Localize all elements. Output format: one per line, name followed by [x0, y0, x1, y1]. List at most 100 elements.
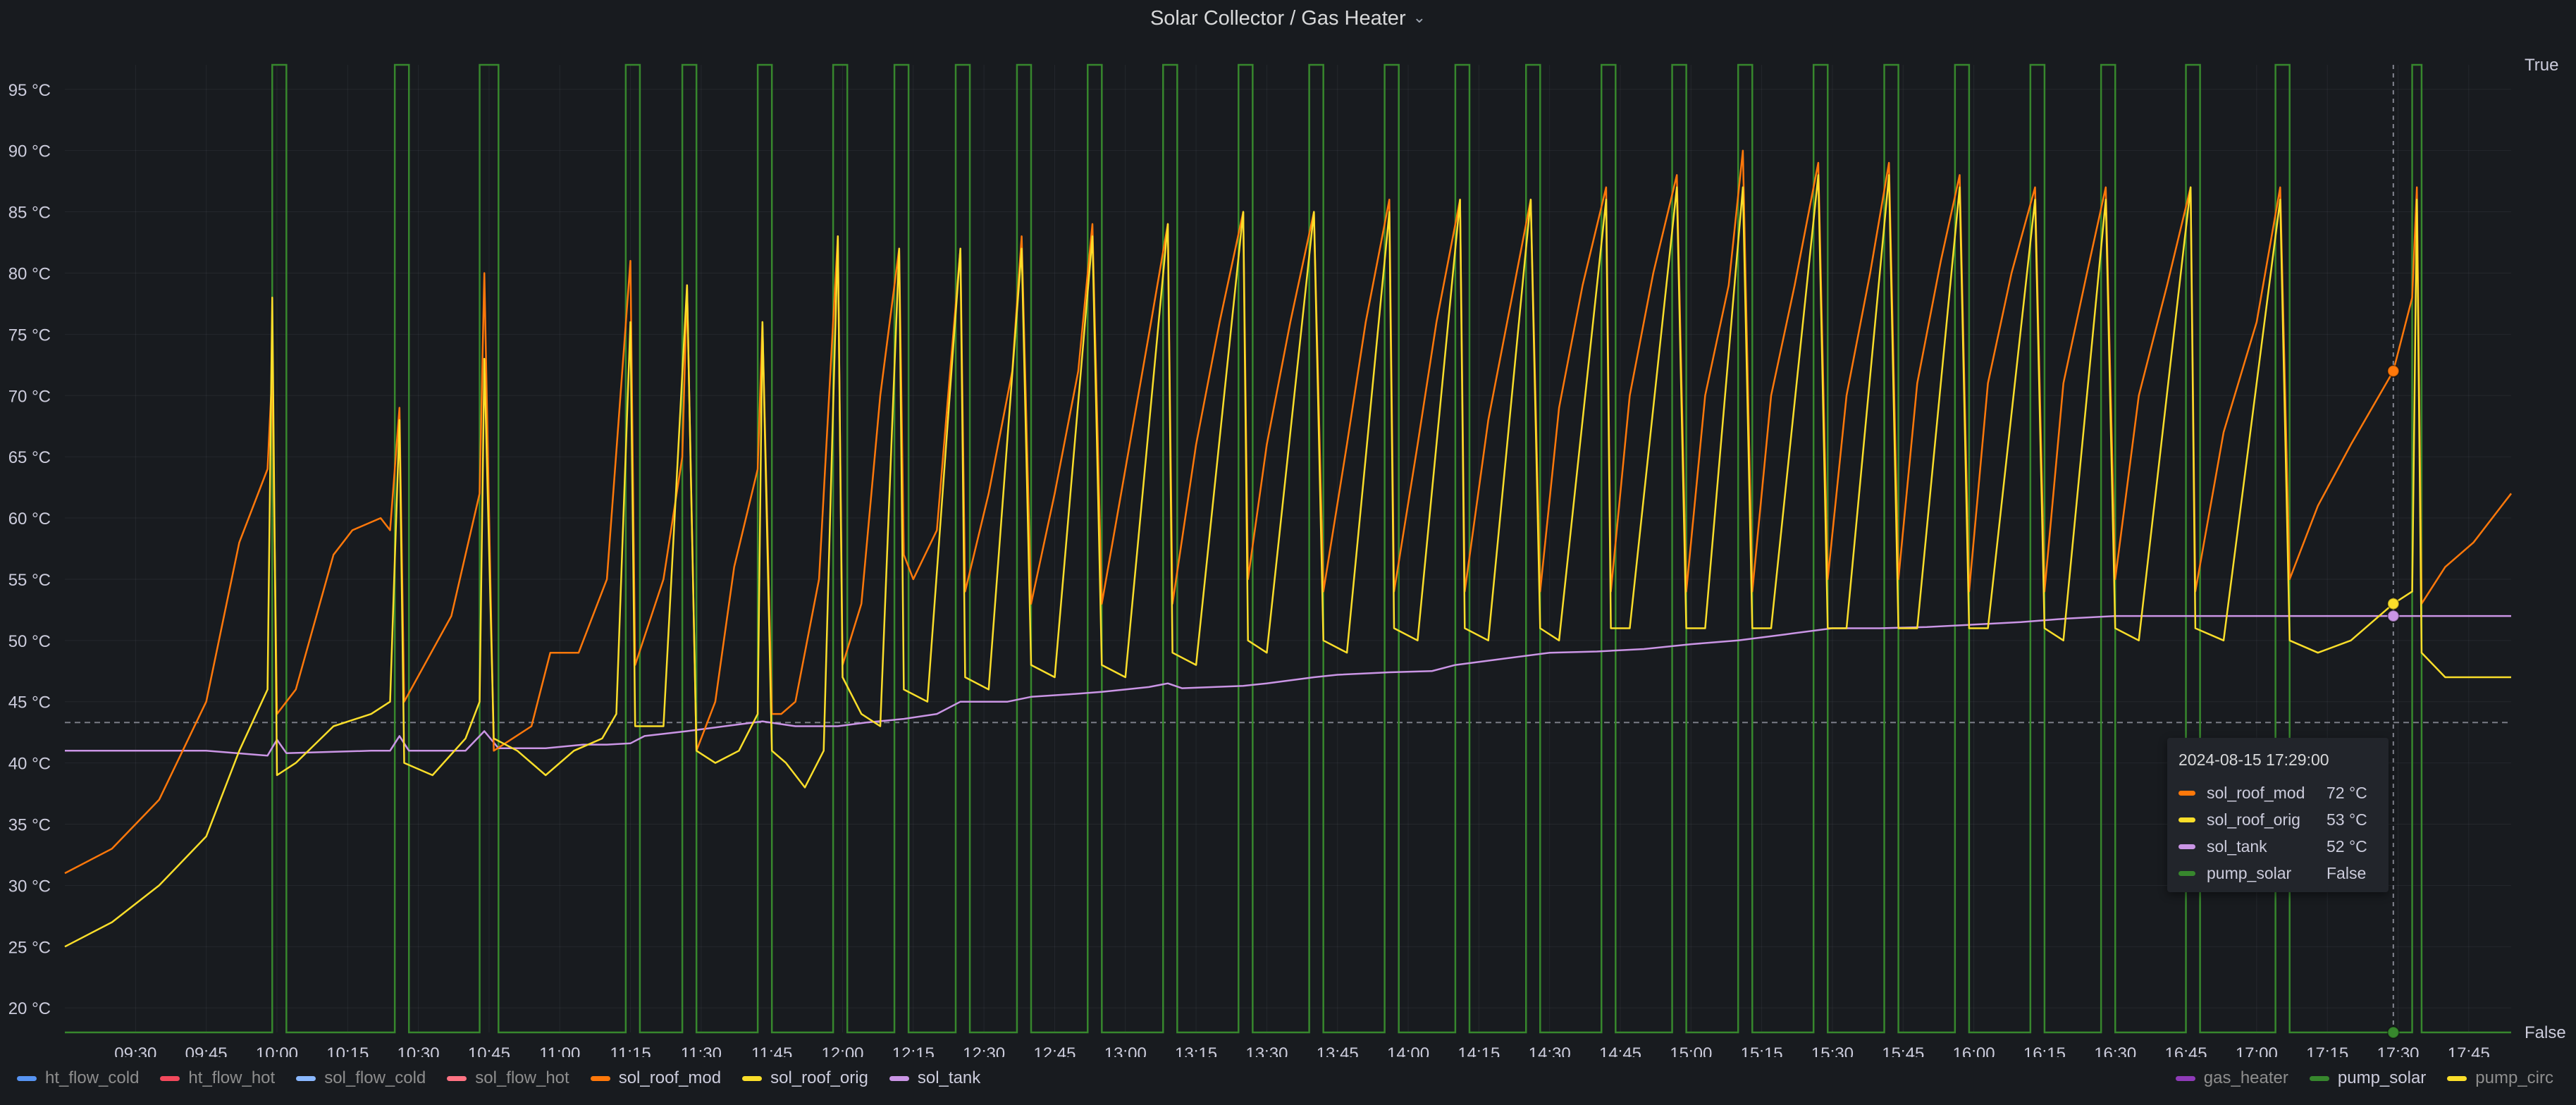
legend-swatch — [160, 1075, 180, 1081]
x-tick-label: 12:00 — [821, 1044, 863, 1057]
x-tick-label: 15:30 — [1811, 1044, 1854, 1057]
hover-tooltip: 2024-08-15 17:29:00 sol_roof_mod 72 °C sol… — [2167, 738, 2389, 892]
legend-swatch — [2309, 1075, 2329, 1081]
y-tick-label: 30 °C — [8, 877, 51, 896]
y-tick-label: 60 °C — [8, 510, 51, 529]
tooltip-series-value: 53 °C — [2327, 810, 2367, 829]
crosshair-point-sol_roof_mod — [2386, 364, 2400, 378]
x-tick-label: 10:45 — [468, 1044, 510, 1057]
legend-label: sol_flow_hot — [475, 1068, 569, 1087]
legend-item-sol_tank[interactable]: sol_tank — [889, 1068, 980, 1088]
x-tick-label: 12:15 — [892, 1044, 935, 1057]
x-tick-label: 12:45 — [1033, 1044, 1076, 1057]
x-tick-label: 16:30 — [2094, 1044, 2136, 1057]
y-tick-label: 55 °C — [8, 571, 51, 590]
y-right-tick-label: False — [2525, 1023, 2566, 1042]
tooltip-swatch — [2178, 844, 2195, 849]
legend-right: gas_heater pump_solar pump_circ — [2175, 1068, 2553, 1088]
tooltip-time: 2024-08-15 17:29:00 — [2178, 751, 2329, 769]
y-tick-label: 70 °C — [8, 387, 51, 406]
legend-item-gas_heater[interactable]: gas_heater — [2175, 1068, 2288, 1088]
tooltip-row: pump_solar False — [2178, 860, 2377, 887]
legend-label: gas_heater — [2203, 1068, 2288, 1087]
tooltip-series-value: 52 °C — [2327, 837, 2367, 856]
x-tick-label: 13:00 — [1104, 1044, 1147, 1057]
x-tick-label: 12:30 — [963, 1044, 1005, 1057]
tooltip-row: sol_tank 52 °C — [2178, 833, 2377, 860]
legend-label: ht_flow_cold — [45, 1068, 140, 1087]
x-tick-label: 11:30 — [681, 1044, 722, 1057]
legend-item-sol_flow_cold[interactable]: sol_flow_cold — [296, 1068, 426, 1088]
legend-label: pump_circ — [2475, 1068, 2553, 1087]
legend-label: sol_tank — [917, 1068, 981, 1087]
legend-item-ht_flow_hot[interactable]: ht_flow_hot — [160, 1068, 275, 1088]
legend-item-sol_flow_hot[interactable]: sol_flow_hot — [447, 1068, 569, 1088]
chevron-down-icon[interactable]: ⌄ — [1412, 8, 1426, 26]
x-tick-label: 13:30 — [1245, 1044, 1288, 1057]
x-tick-label: 15:00 — [1670, 1044, 1712, 1057]
series-line-sol_roof_orig — [64, 174, 2511, 948]
x-tick-label: 10:15 — [326, 1044, 369, 1057]
y-tick-label: 45 °C — [8, 693, 51, 712]
series-line-sol_roof_mod — [64, 149, 2512, 875]
legend-swatch — [2175, 1075, 2195, 1081]
x-tick-label: 10:30 — [398, 1044, 440, 1057]
x-tick-label: 11:00 — [539, 1044, 580, 1057]
x-tick-label: 14:15 — [1458, 1044, 1500, 1057]
legend-swatch — [296, 1075, 316, 1081]
legend-item-ht_flow_cold[interactable]: ht_flow_cold — [17, 1068, 139, 1088]
timeseries-chart[interactable]: 20 °C 25 °C 30 °C 35 °C 40 °C 45 °C 50 °C 55 °C… — [0, 0, 2576, 1057]
legend-left: ht_flow_cold ht_flow_hot sol_flow_cold sol_… — [17, 1068, 980, 1088]
legend-swatch — [889, 1075, 909, 1081]
x-tick-label: 16:15 — [2023, 1044, 2066, 1057]
x-tick-label: 11:45 — [751, 1044, 792, 1057]
legend-label: ht_flow_hot — [188, 1068, 276, 1087]
legend-swatch — [447, 1075, 467, 1081]
y-tick-label: 35 °C — [8, 816, 51, 835]
legend-item-sol_roof_mod[interactable]: sol_roof_mod — [590, 1068, 722, 1088]
crosshair-point-sol_tank — [2386, 610, 2400, 623]
tooltip-series-value: False — [2327, 863, 2367, 882]
x-tick-label: 13:15 — [1175, 1044, 1217, 1057]
tooltip-series-name: sol_tank — [2207, 837, 2267, 856]
y-tick-label: 65 °C — [8, 448, 51, 467]
series-line-pump_solar — [65, 63, 2511, 1034]
legend-item-pump_circ[interactable]: pump_circ — [2447, 1068, 2553, 1088]
tooltip-row: sol_roof_mod 72 °C — [2178, 779, 2377, 806]
y-tick-label: 25 °C — [8, 938, 51, 957]
legend-label: pump_solar — [2337, 1068, 2427, 1087]
x-tick-label: 13:45 — [1317, 1044, 1359, 1057]
legend-swatch — [742, 1075, 763, 1081]
y-tick-label: 85 °C — [8, 204, 51, 223]
legend-label: sol_roof_mod — [618, 1068, 722, 1087]
panel-title-text: Solar Collector / Gas Heater — [1150, 7, 1406, 30]
y-tick-label: 50 °C — [8, 632, 51, 651]
tooltip-row: sol_roof_orig 53 °C — [2178, 806, 2377, 833]
y-tick-label: 95 °C — [8, 81, 51, 100]
x-tick-label: 17:15 — [2306, 1044, 2348, 1057]
crosshair-point-sol_roof_orig — [2386, 597, 2400, 610]
x-tick-label: 14:45 — [1599, 1044, 1641, 1057]
panel-title[interactable]: Solar Collector / Gas Heater ⌄ — [0, 7, 2576, 30]
tooltip-swatch — [2178, 817, 2195, 822]
tooltip-series-value: 72 °C — [2327, 783, 2367, 802]
crosshair-point-pump_solar — [2386, 1026, 2400, 1039]
tooltip-series-name: sol_roof_orig — [2207, 810, 2300, 829]
x-tick-label: 17:45 — [2448, 1044, 2490, 1057]
x-tick-label: 16:45 — [2165, 1044, 2207, 1057]
legend-swatch — [17, 1075, 37, 1081]
x-tick-label: 14:30 — [1529, 1044, 1571, 1057]
x-tick-label: 15:45 — [1882, 1044, 1924, 1057]
legend-item-pump_solar[interactable]: pump_solar — [2309, 1068, 2427, 1088]
series-line-sol_tank — [65, 615, 2511, 757]
x-tick-label: 09:30 — [114, 1044, 156, 1057]
x-tick-label: 16:00 — [1953, 1044, 1995, 1057]
legend-label: sol_flow_cold — [324, 1068, 426, 1087]
x-tick-label: 14:00 — [1387, 1044, 1429, 1057]
legend-label: sol_roof_orig — [770, 1068, 868, 1087]
tooltip-swatch — [2178, 790, 2195, 796]
y-right-tick-label: True — [2525, 56, 2558, 75]
legend-item-sol_roof_orig[interactable]: sol_roof_orig — [742, 1068, 868, 1088]
y-tick-label: 90 °C — [8, 142, 51, 161]
tooltip-series-name: pump_solar — [2207, 863, 2292, 882]
